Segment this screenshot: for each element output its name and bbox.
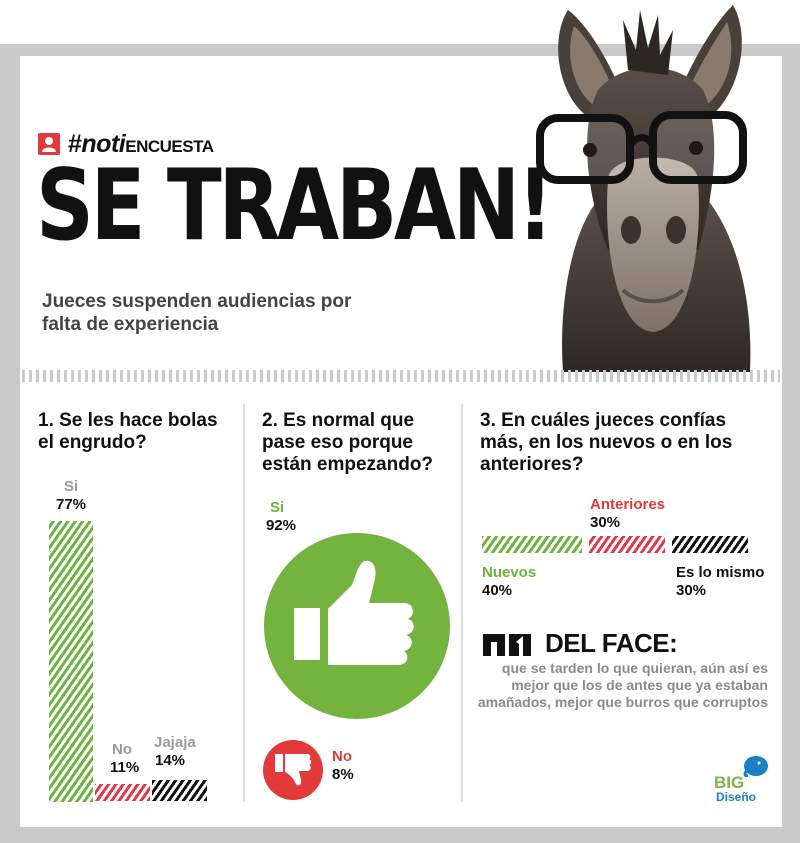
donkey-with-glasses-image: [536, 5, 751, 372]
q2-answer-si-pct: 92%: [266, 517, 297, 534]
q3-answer-es-lo-mismo-pct: 30%: [676, 582, 707, 599]
facebook-like-icon: [483, 632, 531, 658]
question-1: 1. Se les hace bolas el engrudo?: [38, 410, 218, 453]
q3-answer-nuevos-pct: 40%: [482, 582, 513, 599]
logo-diseno-text: Diseño: [716, 790, 757, 804]
user-icon: [38, 133, 60, 155]
column-divider: [243, 404, 245, 802]
main-headline: SE TRABAN!: [36, 149, 553, 263]
q3-answer-anteriores-pct: 30%: [590, 514, 621, 531]
subheadline: Jueces suspenden audiencias por falta de…: [42, 291, 352, 335]
hashtag-encuesta: ENCUESTA: [125, 136, 214, 156]
q3-answer-nuevos-label: Nuevos: [482, 564, 537, 581]
q3-answer-anteriores-label: Anteriores: [590, 496, 666, 513]
q1-bar-jajaja: [152, 780, 207, 801]
del-face-title: DEL FACE:: [545, 628, 678, 658]
big-diseno-logo: BIG Diseño: [714, 755, 774, 805]
frame-right-border: [782, 44, 800, 843]
q3-bar-es-lo-mismo: [672, 536, 748, 553]
q3-bar-anteriores: [589, 536, 665, 553]
section-divider: [22, 370, 780, 382]
hashtag-noti: noti: [81, 129, 126, 158]
question-3: 3. En cuáles jueces confías más, en los …: [480, 410, 733, 475]
frame-left-border: [0, 44, 20, 843]
hashtag-notiencuesta: #notiENCUESTA: [68, 129, 214, 159]
logo-big-text: BIG: [714, 773, 745, 792]
del-face-quote: que se tarden lo que quieran, aún así es…: [477, 660, 768, 710]
thumbs-up-icon: [264, 533, 450, 719]
q1-answer-jajaja-pct: 14%: [155, 752, 186, 769]
frame-bottom-border: [0, 827, 800, 843]
brand-tagline: #notiENCUESTA: [38, 129, 214, 159]
thumbs-down-icon: [263, 740, 323, 800]
q1-answer-si-label: Si: [64, 478, 79, 495]
q2-answer-si-label: Si: [270, 499, 285, 516]
q1-answer-si-pct: 77%: [56, 496, 87, 513]
q1-answer-no-pct: 11%: [110, 759, 140, 776]
q1-answer-jajaja-label: Jajaja: [154, 734, 196, 751]
q3-answer-es-lo-mismo-label: Es lo mismo: [676, 564, 765, 581]
q2-answer-no-label: No: [332, 748, 352, 765]
column-divider: [461, 404, 463, 802]
question-2: 2. Es normal que pase eso porque están e…: [262, 410, 434, 475]
q1-answer-no-label: No: [112, 741, 132, 758]
q1-bar-si: [49, 521, 93, 802]
hashtag-prefix: #: [68, 129, 82, 158]
elephant-icon: [743, 756, 768, 777]
q3-bar-nuevos: [482, 536, 582, 553]
q2-answer-no-pct: 8%: [332, 766, 354, 783]
q1-bar-no: [95, 784, 150, 801]
